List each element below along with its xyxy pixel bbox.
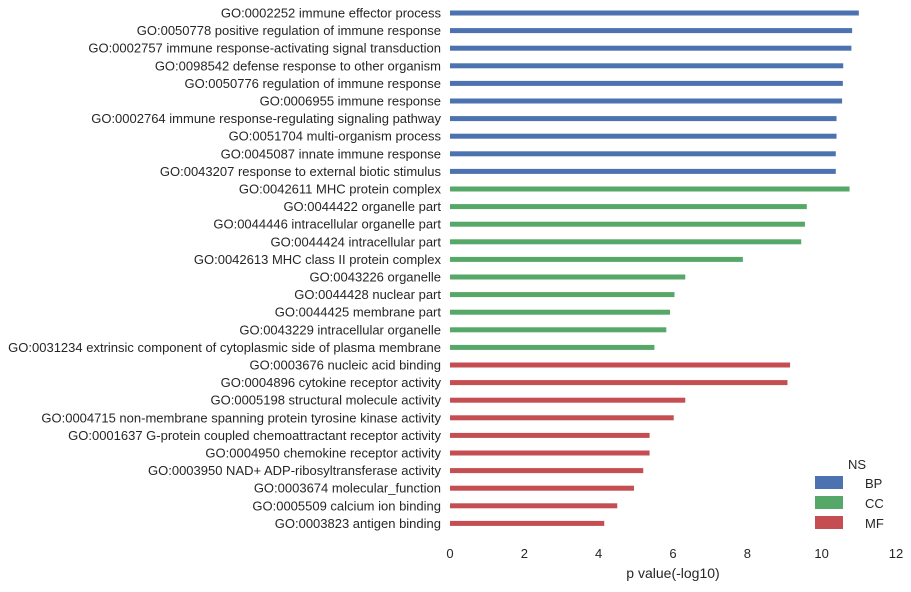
bar-go-0031234 [450,344,655,350]
bar-go-0044428 [450,292,675,298]
legend-label-mf: MF [865,516,884,531]
bar-go-0004715 [450,415,674,421]
legend-swatch-bp [815,476,843,489]
bar-go-0042611 [450,186,850,192]
bar-go-0003823 [450,520,605,526]
category-label-go-0003823: GO:0003823 antigen binding [275,516,441,531]
category-label-go-0042613: GO:0042613 MHC class II protein complex [194,252,442,267]
category-label-go-0044425: GO:0044425 membrane part [275,305,442,320]
category-label-go-0044428: GO:0044428 nuclear part [294,287,441,302]
legend-label-bp: BP [865,476,882,491]
bar-go-0003674 [450,485,634,491]
bar-go-0043207 [450,168,836,174]
bar-go-0004950 [450,450,650,456]
x-tick-label-8: 8 [744,546,751,561]
category-label-go-0004950: GO:0004950 chemokine receptor activity [205,446,441,461]
category-label-go-0002252: GO:0002252 immune effector process [221,6,442,21]
bar-go-0050776 [450,80,843,86]
bar-go-0044446 [450,221,805,227]
bar-go-0005509 [450,503,618,509]
category-label-go-0005509: GO:0005509 calcium ion binding [252,498,441,513]
bar-go-0005198 [450,397,686,403]
category-label-go-0043226: GO:0043226 organelle [309,270,441,285]
category-label-go-0051704: GO:0051704 multi-organism process [229,129,442,144]
category-label-go-0001637: GO:0001637 G-protein coupled chemoattrac… [68,428,441,443]
bar-go-0045087 [450,151,836,157]
category-label-go-0003950: GO:0003950 NAD+ ADP-ribosyltransferase a… [148,463,441,478]
legend-label-cc: CC [865,496,884,511]
legend-swatch-cc [815,496,843,509]
legend-entries: BP CC MF [815,476,884,531]
bar-go-0002757 [450,45,852,51]
category-label-go-0043229: GO:0043229 intracellular organelle [239,322,441,337]
category-label-go-0045087: GO:0045087 innate immune response [221,146,441,161]
x-tick-label-12: 12 [889,546,903,561]
x-tick-label-4: 4 [595,546,602,561]
category-label-go-0044424: GO:0044424 intracellular part [270,234,441,249]
bar-go-0098542 [450,63,844,69]
category-label-go-0050776: GO:0050776 regulation of immune response [184,76,441,91]
x-tick-label-10: 10 [814,546,828,561]
bar-go-0050778 [450,28,853,34]
category-label-go-0042611: GO:0042611 MHC protein complex [239,182,442,197]
category-label-go-0002764: GO:0002764 immune response-regulating si… [91,111,441,126]
category-label-go-0005198: GO:0005198 structural molecule activity [211,393,442,408]
category-label-go-0002757: GO:0002757 immune response-activating si… [88,41,441,56]
bar-go-0044422 [450,204,807,210]
category-label-go-0004715: GO:0004715 non-membrane spanning protein… [41,410,441,425]
bar-go-0044425 [450,309,671,315]
category-label-go-0044446: GO:0044446 intracellular organelle part [213,217,441,232]
bar-go-0001637 [450,432,650,438]
bar-go-0002764 [450,116,837,122]
x-axis-title: p value(-log10) [626,565,719,581]
bar-go-0051704 [450,133,837,139]
bar-go-0003676 [450,362,791,368]
bars [450,10,859,526]
legend: NS BP CC MF [815,457,884,531]
category-label-go-0004896: GO:0004896 cytokine receptor activity [221,375,442,390]
bar-go-0042613 [450,256,743,262]
x-tick-label-0: 0 [446,546,453,561]
category-labels: GO:0002252 immune effector process GO:005… [8,6,441,531]
bar-go-0006955 [450,98,843,104]
category-label-go-0044422: GO:0044422 organelle part [283,199,441,214]
category-label-go-0050778: GO:0050778 positive regulation of immune… [137,23,441,38]
category-label-go-0006955: GO:0006955 immune response [260,94,441,109]
bar-go-0002252 [450,10,859,16]
x-tick-label-6: 6 [669,546,676,561]
category-label-go-0003676: GO:0003676 nucleic acid binding [249,358,441,373]
category-label-go-0043207: GO:0043207 response to external biotic s… [160,164,442,179]
bar-go-0043226 [450,274,686,280]
category-label-go-0003674: GO:0003674 molecular_function [254,481,441,496]
x-tick-label-2: 2 [521,546,528,561]
bar-go-0043229 [450,327,667,333]
category-label-go-0031234: GO:0031234 extrinsic component of cytopl… [8,340,441,355]
x-axis-ticks: 0 2 4 6 8 10 12 [446,546,903,561]
bar-go-0004896 [450,380,788,386]
bar-go-0003950 [450,468,644,474]
category-label-go-0098542: GO:0098542 defense response to other org… [155,58,441,73]
bar-go-0044424 [450,239,802,245]
legend-swatch-mf [815,516,843,529]
legend-title: NS [848,457,866,472]
